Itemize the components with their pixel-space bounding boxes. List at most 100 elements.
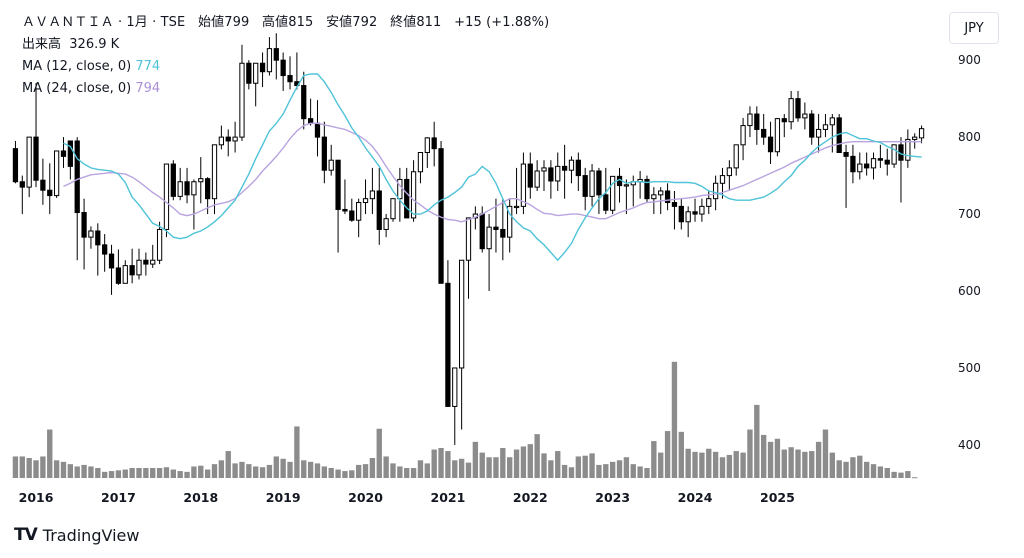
volume-bar [404,467,410,478]
volume-bar [802,451,808,478]
volume-bar [191,466,197,478]
volume-bar [397,466,403,478]
volume-bar [417,460,424,478]
candle-body [561,165,568,171]
high-value: 815 [288,15,314,30]
volume-bar [609,461,616,478]
candle-body [802,113,808,119]
volume-bar [253,466,259,478]
tradingview-logo-icon: TV [14,525,38,545]
candle-body [362,198,369,204]
candle-body [788,98,794,123]
volume-bar [767,441,774,478]
volume-bar [40,456,46,478]
candle-body [232,136,238,142]
change-value: +15 (+1.88%) [454,15,550,30]
volume-bar [259,467,266,478]
candle-body [465,217,472,261]
year-label: 2018 [183,490,218,505]
time-axis[interactable]: 2016 2017 2018 2019 2020 2021 2022 2023 2024 2025 [19,490,795,505]
candle-body [424,137,430,154]
candle-body [912,136,918,140]
ma24-legend[interactable]: MA (24, close, 0) 794 [22,79,160,99]
candle-body [410,171,417,219]
volume-bar [877,466,884,478]
candle-body [733,144,739,169]
candle-body [719,175,726,184]
volume-bar [198,465,204,478]
candle-body [548,167,554,182]
candle-body [850,155,856,173]
volume-bar [383,456,389,478]
volume-bar [81,464,87,478]
volume-bar [520,446,527,478]
price-tick-label: 500 [958,361,981,375]
volume-bar [719,457,726,478]
candle-body [452,367,458,407]
volume-bar [486,457,492,478]
ma12-legend[interactable]: MA (12, close, 0) 774 [22,57,160,77]
volume-bar [863,461,870,478]
tradingview-brand[interactable]: TV TradingView [14,525,139,545]
volume-bar [534,434,540,478]
year-label: 2021 [431,490,466,505]
currency-button[interactable]: JPY [949,12,999,44]
low-label: 安値 [326,15,353,30]
volume-bar [637,466,643,478]
volume-bar [568,467,575,478]
volume-legend[interactable]: 出来高 326.9 K [22,35,119,55]
candle-body [699,205,705,215]
candle-body [136,259,142,276]
candle-body [177,181,183,197]
candle-body [761,128,767,138]
candle-body [184,181,190,196]
candle-body [301,85,307,120]
ohlc-header: ＡＶＡＮＴＩＡ · 1月 · TSE 始値799 高値815 安値792 終値8… [22,15,550,30]
volume-bar [541,453,547,478]
volume-bar [60,461,67,478]
volume-bar [376,428,382,478]
volume-bar [507,457,513,478]
candle-body [314,122,321,138]
volume-bar [273,456,279,478]
price-axis[interactable]: 900 800 700 600 500 400 [958,53,981,452]
candle-body [809,113,815,138]
candle-body [822,124,829,130]
volume-bar [266,464,273,478]
volume-bar [479,452,485,478]
volume-bar [651,441,657,478]
volume-bar [184,471,190,478]
volume-bar [699,452,705,478]
candle-body [12,148,19,183]
volume-bar [156,467,163,478]
year-label: 2019 [266,490,301,505]
high-label: 高値 [262,15,289,30]
ma24-line [63,122,922,223]
open-value: 799 [224,15,250,30]
volume-bar [836,460,842,478]
volume-bar [658,452,664,478]
price-tick-label: 800 [958,130,981,144]
candle-body [74,140,80,214]
volume-bar [314,463,321,478]
candle-body [191,181,197,196]
candle-body [864,163,870,169]
volume-bar [555,451,561,478]
volume-bar [740,452,746,478]
candle-body [218,136,225,146]
volume-bar [884,467,890,478]
candle-body [307,118,314,124]
volume-bar [561,464,568,478]
candle-body [706,198,712,207]
volume-bar [170,469,176,478]
volume-bar [362,464,369,478]
candle-body [692,211,698,215]
candle-body [102,244,108,255]
volume-bar [582,455,588,478]
candle-body [81,212,87,238]
candle-body [335,159,341,210]
candle-body [884,159,890,165]
volume-bar [843,461,849,478]
